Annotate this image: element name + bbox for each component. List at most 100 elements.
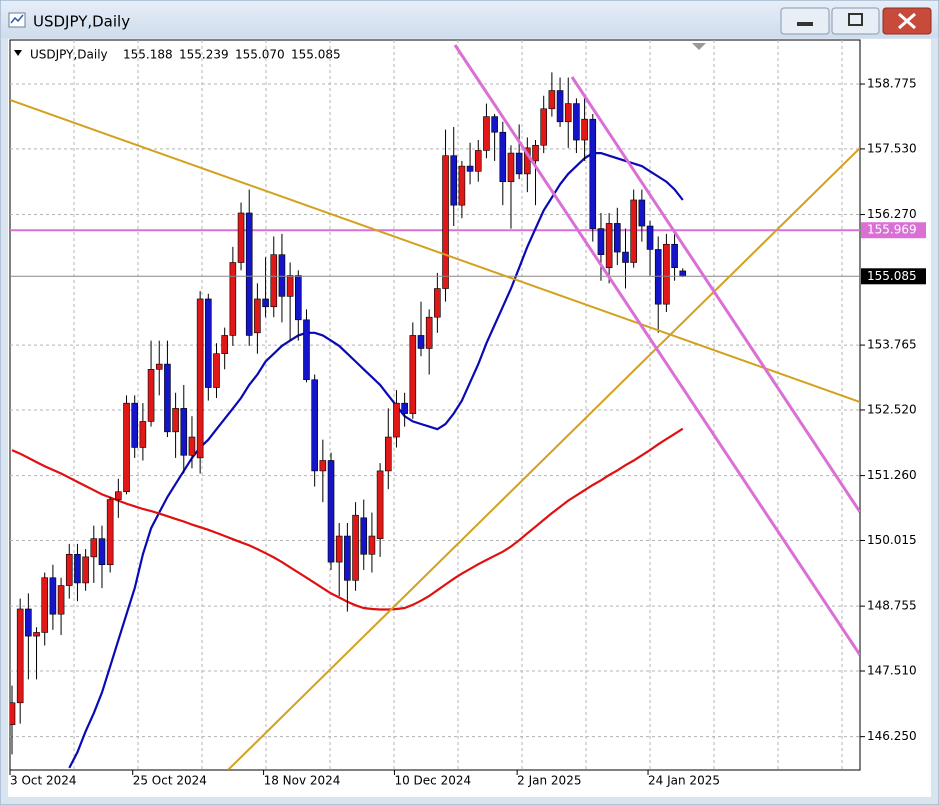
candle-body [41, 577, 49, 633]
candle-body [57, 585, 65, 615]
trendline [227, 147, 860, 770]
candle-body [311, 379, 318, 472]
candle-body [630, 199, 637, 263]
candle-body [90, 538, 98, 558]
candle-body [548, 90, 556, 110]
candle-body [368, 535, 376, 555]
candle-body [654, 249, 662, 305]
candle-body [180, 408, 188, 456]
candle-body [172, 408, 179, 433]
candle-body [344, 535, 351, 581]
candle-body [515, 152, 523, 175]
candle-body [474, 150, 482, 172]
candle-body [115, 491, 122, 500]
maximize-button[interactable] [831, 7, 880, 35]
x-tick-label: 3 Oct 2024 [10, 774, 77, 788]
candle-body [450, 155, 458, 206]
candle-body [74, 553, 81, 584]
candle-body [360, 517, 368, 555]
header-menu-arrow[interactable] [14, 50, 22, 56]
trendline [10, 99, 860, 403]
candle-body [205, 298, 212, 388]
candle-body [82, 556, 89, 584]
candle-body [123, 402, 130, 493]
candle-body [564, 103, 572, 123]
candle-body [155, 363, 163, 370]
header-low: 155.070 [235, 48, 285, 62]
y-tick-label: 146.250 [867, 729, 917, 743]
plot-border [9, 39, 861, 771]
candle-body [483, 116, 490, 151]
candle-body [434, 288, 441, 318]
candle-body [499, 131, 507, 183]
candle-body [597, 228, 605, 255]
channel-line [453, 44, 860, 656]
candle-body [532, 144, 539, 162]
candle-body [254, 298, 261, 334]
candle-body [393, 402, 400, 438]
x-tick-label: 25 Oct 2024 [133, 774, 207, 788]
candle-body [229, 262, 237, 336]
candle-body [147, 369, 155, 422]
candle-body [25, 608, 32, 637]
channel-line [570, 76, 860, 513]
y-tick-label: 148.755 [867, 599, 917, 613]
candle-body [401, 402, 408, 414]
minimize-button[interactable] [780, 7, 830, 35]
candle-body [213, 353, 220, 388]
candle-body [622, 251, 629, 263]
candle-body [646, 225, 654, 250]
header-high: 155.239 [179, 48, 229, 62]
candle-body [245, 212, 253, 336]
candle-body [507, 152, 515, 183]
x-tick-label: 18 Nov 2024 [264, 774, 341, 788]
header-close: 155.085 [291, 48, 341, 62]
x-tick-label: 24 Jan 2025 [648, 774, 720, 788]
y-tick-label: 150.015 [867, 533, 917, 547]
candle-body [98, 538, 106, 566]
candle-body [139, 421, 147, 448]
y-tick-label: 147.510 [867, 663, 917, 677]
candle-body [65, 553, 73, 586]
price-label-bg [861, 268, 926, 285]
chart-area [8, 39, 931, 797]
candle-body [196, 298, 204, 459]
candle-body [589, 118, 597, 229]
y-tick-label: 157.530 [867, 141, 917, 155]
candle-body [679, 270, 687, 277]
moving-average [68, 152, 684, 769]
candle-body [49, 577, 57, 615]
price-label: 155.085 [867, 269, 917, 283]
hline-label-bg [861, 222, 926, 239]
hline-label: 155.969 [867, 223, 917, 237]
candle-body [16, 608, 24, 704]
x-tick-label: 10 Dec 2024 [394, 774, 471, 788]
candle-body [188, 436, 196, 456]
candle-body [270, 254, 278, 308]
header-open: 155.188 [123, 48, 173, 62]
candle-body [425, 316, 433, 349]
candle-body [262, 298, 269, 308]
candle-body [327, 460, 335, 563]
y-tick-label: 156.270 [867, 207, 917, 221]
candle-body [638, 199, 646, 227]
close-button[interactable] [882, 7, 932, 35]
window-icon-glyph [10, 14, 24, 24]
candle-body [491, 116, 498, 133]
candle-body [376, 470, 384, 539]
y-tick-label: 152.520 [867, 402, 917, 416]
trendlines [10, 44, 860, 770]
candle-body [10, 702, 16, 725]
candle-body [106, 499, 114, 566]
candle-body [442, 155, 449, 289]
y-tick-label: 158.775 [867, 77, 917, 91]
candle-body [671, 243, 678, 269]
candle-body [384, 436, 392, 472]
candle-body [33, 632, 40, 637]
candle-body [319, 460, 327, 472]
candle-body [294, 275, 302, 321]
window-title: USDJPY,Daily [33, 13, 130, 31]
candle-body [663, 243, 670, 305]
candle-body [131, 402, 138, 448]
